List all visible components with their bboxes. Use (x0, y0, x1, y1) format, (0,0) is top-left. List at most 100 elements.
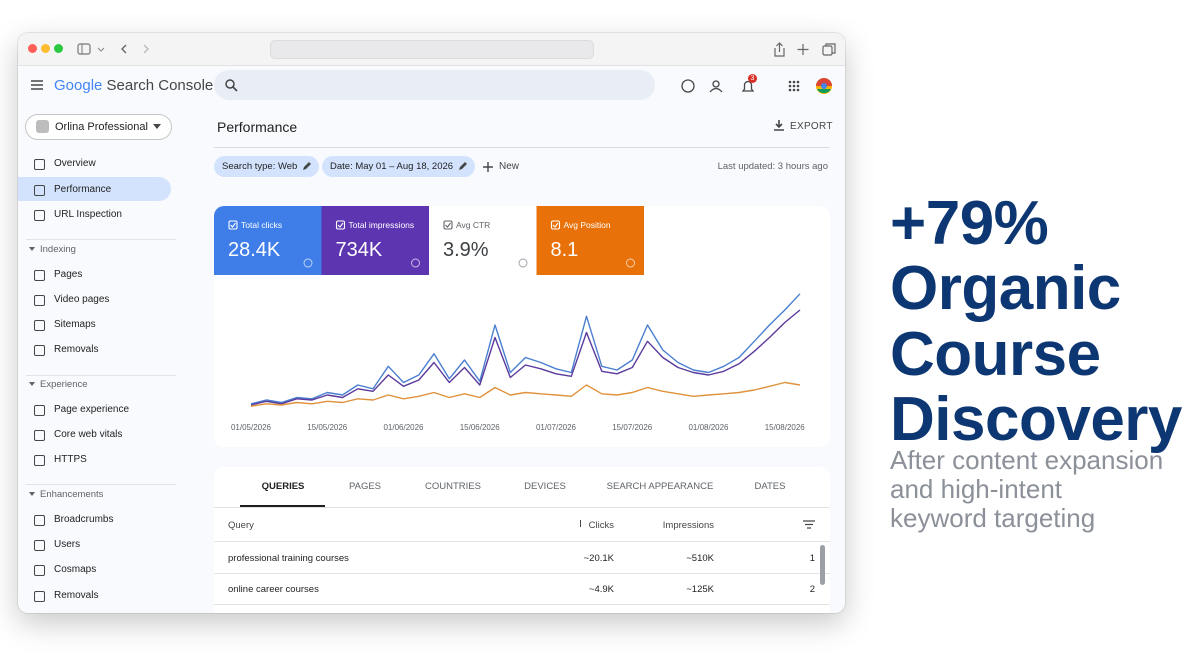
clicks-cell: ~4.9K (588, 584, 614, 595)
nav-item[interactable]: Core web vitals (54, 429, 123, 440)
address-bar[interactable] (270, 40, 594, 59)
query-cell: professional training courses (228, 553, 349, 564)
nav-item[interactable]: Removals (54, 344, 99, 356)
divider (214, 147, 830, 148)
metric-check (337, 222, 344, 228)
nav-item[interactable]: Page experience (54, 403, 130, 415)
export-button[interactable]: EXPORT (790, 121, 833, 132)
filter-chip[interactable]: Search type: Web (214, 156, 320, 177)
metric-label: Total clicks (241, 220, 282, 230)
x-tick-label: 15/07/2026 (612, 423, 653, 432)
divider (214, 573, 830, 574)
nav-item[interactable]: Sitemaps (54, 319, 96, 331)
nav-item[interactable]: Video pages (54, 293, 110, 305)
nav-item[interactable]: Broadcrumbs (54, 513, 114, 525)
metric-checkbox (550, 220, 561, 230)
add-icon (483, 162, 493, 172)
metric-help (518, 258, 528, 268)
scrollbar (820, 545, 825, 585)
metric-checkbox (228, 220, 238, 230)
nav-item[interactable]: HTTPS (54, 454, 87, 466)
nav-icon (34, 184, 45, 196)
nav-item[interactable]: Pages (54, 268, 83, 280)
x-tick-label: 01/07/2026 (536, 423, 577, 432)
edit-icon (459, 162, 468, 170)
title-bar (18, 33, 845, 66)
tab[interactable]: PAGES (348, 481, 382, 492)
active-nav-highlight (18, 177, 171, 201)
headline-title: Discovery (890, 385, 1182, 454)
tab[interactable]: DEVICES (524, 481, 566, 492)
sidebar-divider (26, 375, 176, 376)
nav-item[interactable]: URL Inspection (54, 209, 122, 220)
x-tick-label: 01/05/2026 (231, 423, 272, 432)
nav-icon (34, 210, 45, 221)
nav-item[interactable]: Performance (54, 183, 112, 195)
new-filter-button[interactable]: New (499, 161, 520, 172)
metric-label: Avg Position (564, 220, 611, 230)
metric-check (552, 222, 559, 228)
search-box[interactable] (214, 70, 655, 100)
metric-help (303, 258, 313, 268)
metric-checkbox (335, 220, 346, 230)
edit-icon (303, 162, 312, 170)
brand-name: Google (54, 77, 103, 94)
last-updated: Last updated: 3 hours ago (717, 161, 828, 172)
metric-value: 734K (336, 239, 383, 261)
property-icon (36, 120, 49, 133)
nav-item[interactable]: Removals (54, 589, 99, 601)
nav-icon (34, 455, 45, 467)
page-title: Performance (217, 119, 298, 135)
minimize-button[interactable] (41, 44, 50, 53)
position-cell: 2 (809, 584, 815, 595)
dropdown-arrow (153, 124, 161, 129)
x-tick-label: 15/08/2026 (765, 423, 806, 432)
property-name: Orlina Professional (55, 121, 148, 133)
metric-value: 28.4K (228, 239, 281, 261)
sidebar-divider (26, 239, 176, 240)
nav-icon (34, 590, 45, 602)
nav-icon (34, 269, 45, 281)
filter-chip[interactable]: Date: May 01 – Aug 18, 2026 (322, 156, 476, 177)
nav-item[interactable]: Users (54, 538, 81, 550)
tab[interactable]: COUNTRIES (425, 481, 481, 492)
zoom-button[interactable] (54, 44, 63, 53)
x-tick-label: 01/08/2026 (688, 423, 729, 432)
headline-subtitle: keyword targeting (890, 503, 1096, 533)
headline-subtitle: After content expansion (890, 445, 1164, 475)
tab[interactable]: QUERIES (261, 481, 305, 492)
clicks-cell: ~20.1K (583, 553, 614, 564)
metric-check (445, 222, 451, 228)
metric-label: Total impressions (349, 220, 415, 230)
divider (214, 507, 830, 508)
export-icon (774, 120, 784, 131)
toolbar-icons (77, 43, 149, 55)
column-header[interactable]: Clicks (588, 520, 614, 531)
filter-icon[interactable] (803, 520, 815, 529)
divider (214, 604, 830, 605)
property-selector[interactable]: Orlina Professional (25, 114, 172, 140)
nav-icon (34, 539, 45, 551)
x-tick-label: 15/06/2026 (460, 423, 501, 432)
tab[interactable]: SEARCH APPEARANCE (606, 481, 714, 492)
tab[interactable]: DATES (754, 481, 786, 492)
divider (214, 541, 830, 542)
nav-item[interactable]: Overview (54, 158, 96, 169)
metric-check (230, 222, 236, 228)
menu-button[interactable] (30, 79, 44, 91)
impressions-cell: ~510K (686, 553, 714, 564)
section-title: Experience (40, 378, 88, 390)
section-title: Enhancements (40, 488, 104, 500)
section-caret (29, 381, 35, 386)
impressions-cell: ~125K (686, 584, 714, 595)
nav-item[interactable]: Cosmaps (54, 564, 97, 576)
notification-badge: 3 (748, 74, 757, 83)
nav-icon (34, 565, 45, 577)
series-line (250, 309, 801, 406)
column-header[interactable]: Impressions (662, 520, 714, 531)
metric-help (411, 258, 420, 268)
metric-checkbox (443, 220, 453, 230)
close-button[interactable] (28, 44, 37, 53)
headline-subtitle: and high-intent (890, 474, 1063, 504)
window-actions (774, 42, 836, 57)
